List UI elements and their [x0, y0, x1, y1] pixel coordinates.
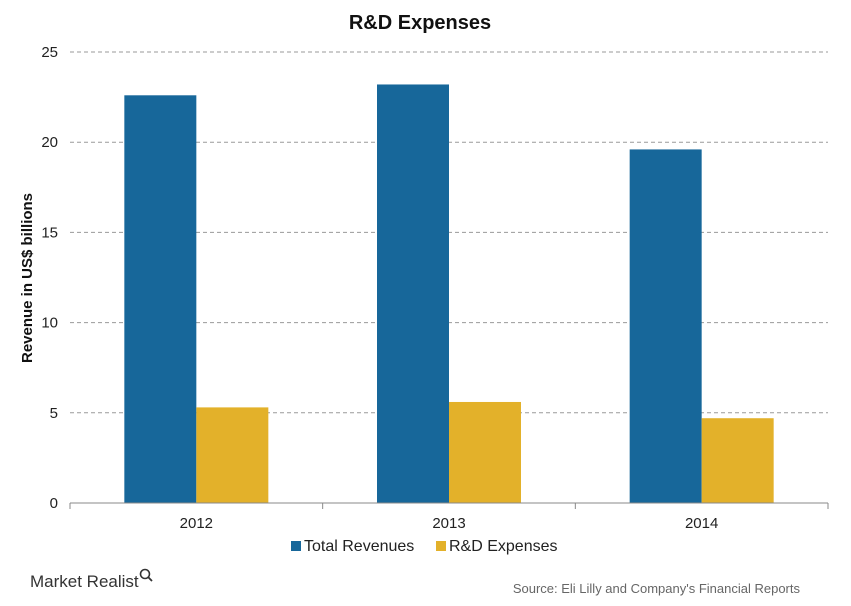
y-tick-label: 25 — [41, 44, 58, 61]
y-tick-label: 10 — [41, 315, 58, 332]
legend-swatch — [291, 541, 301, 551]
x-tick-label: 2013 — [432, 515, 465, 532]
bar-r-d-expenses-2012 — [196, 407, 269, 503]
brand-logo: Market Realist — [30, 568, 153, 591]
y-axis-label: Revenue in US$ billions — [19, 193, 36, 363]
y-tick-label: 0 — [50, 495, 58, 512]
legend: Total Revenues R&D Expenses — [291, 538, 558, 555]
bar-total-revenues-2012 — [124, 95, 197, 504]
brand-name: Market Realist — [30, 572, 139, 591]
bar-r-d-expenses-2014 — [701, 418, 774, 503]
legend-label: Total Revenues — [304, 538, 414, 555]
bar-r-d-expenses-2013 — [449, 401, 521, 503]
bar-total-revenues-2013 — [377, 84, 449, 504]
x-axis: 2012 2013 2014 — [69, 502, 829, 532]
y-axis-ticks: 0 5 10 15 20 25 — [41, 44, 58, 512]
x-tick-label: 2014 — [685, 515, 718, 532]
y-tick-label: 5 — [50, 405, 58, 422]
chart-title: R&D Expenses — [349, 12, 491, 34]
magnifier-icon — [139, 568, 153, 582]
bars — [124, 84, 774, 504]
legend-label: R&D Expenses — [449, 538, 558, 555]
bar-total-revenues-2014 — [629, 149, 702, 503]
y-tick-label: 20 — [41, 134, 58, 151]
legend-swatch — [436, 541, 446, 551]
y-tick-label: 15 — [41, 224, 58, 241]
x-tick-label: 2012 — [180, 515, 213, 532]
source-note: Source: Eli Lilly and Company's Financia… — [513, 581, 801, 596]
